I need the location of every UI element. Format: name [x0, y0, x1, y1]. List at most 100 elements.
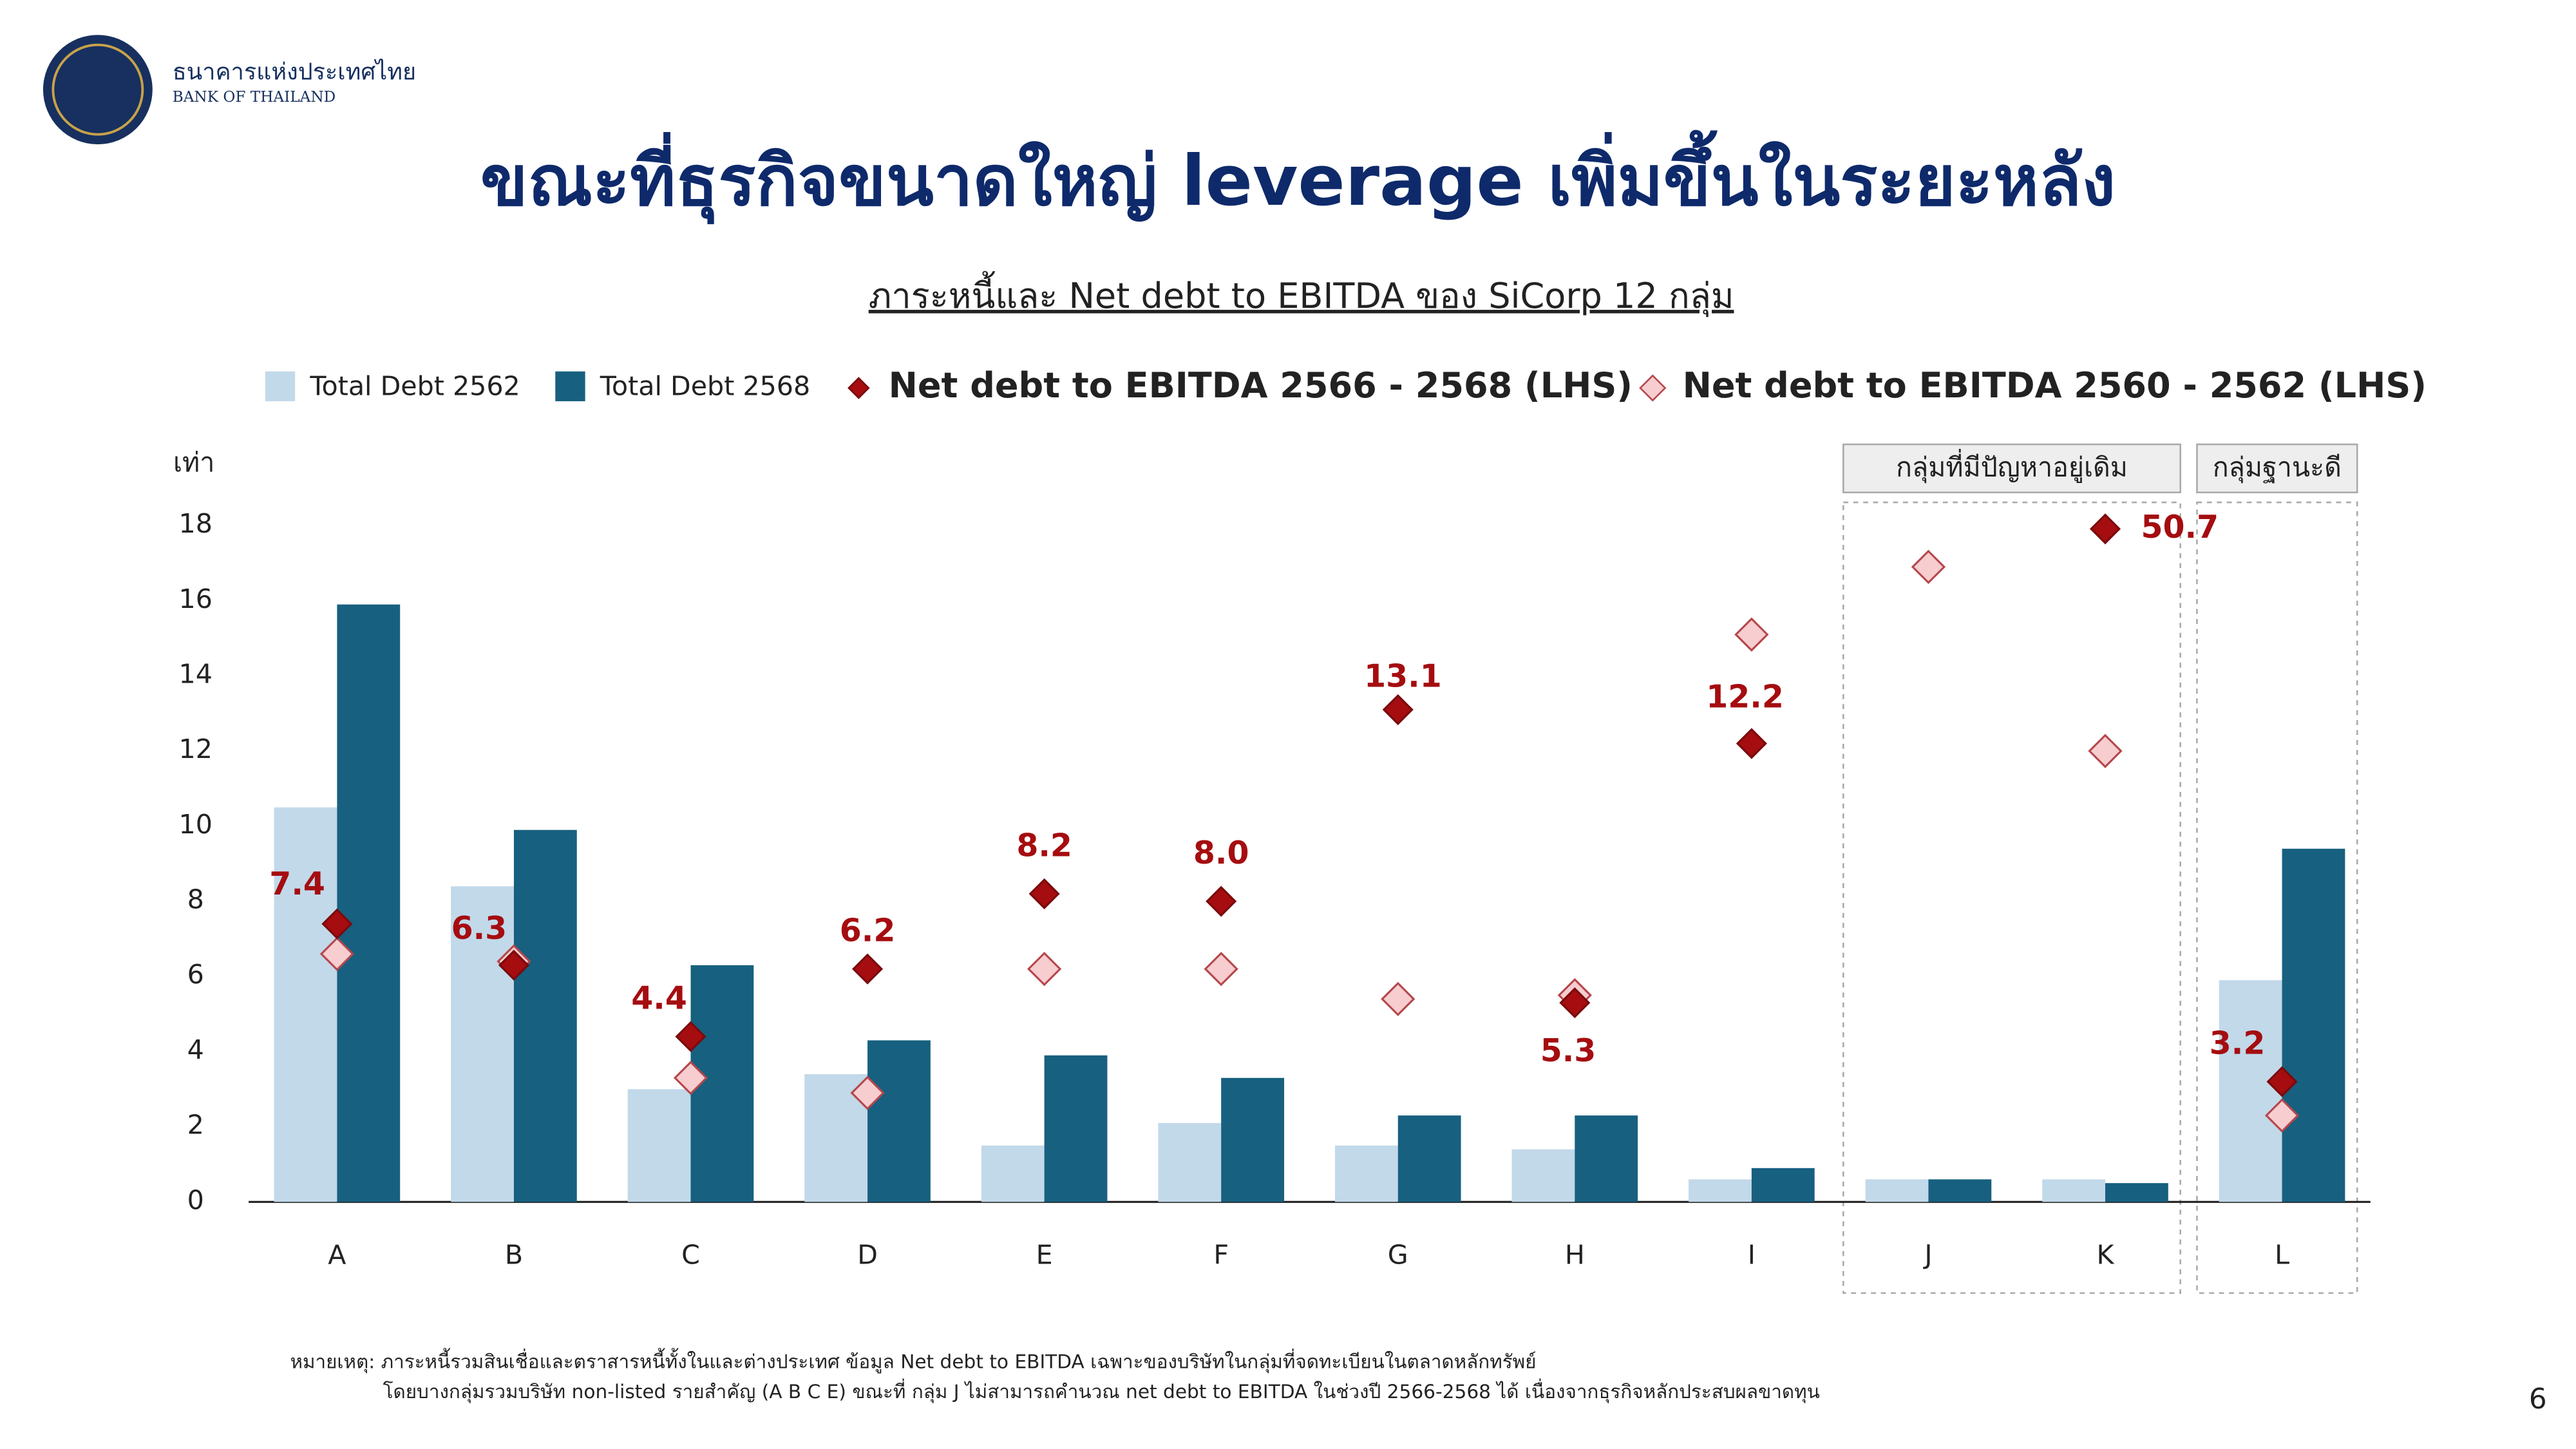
- marker: [675, 1021, 706, 1052]
- x-tick-label: F: [1213, 1239, 1229, 1270]
- y-tick-label: 2: [187, 1110, 204, 1141]
- marker: [2266, 1066, 2298, 1097]
- bar: [2219, 980, 2282, 1202]
- y-tick-label: 12: [179, 734, 213, 764]
- bar: [1334, 1145, 1398, 1202]
- value-label: 50.7: [2141, 509, 2219, 545]
- x-tick-label: L: [2275, 1239, 2289, 1270]
- bar: [867, 1040, 931, 1202]
- bar: [1511, 1149, 1575, 1202]
- x-tick-label: G: [1388, 1239, 1408, 1270]
- x-tick-label: B: [505, 1239, 523, 1270]
- y-tick-label: 10: [179, 809, 213, 840]
- marker: [1204, 951, 1238, 987]
- bar: [1928, 1179, 1992, 1202]
- marker: [1206, 886, 1237, 917]
- group-label-box: [1842, 443, 2181, 493]
- org-en: BANK OF THAILAND: [173, 89, 336, 106]
- marker: [673, 1061, 708, 1095]
- bar: [451, 886, 514, 1202]
- legend-swatch: [848, 377, 870, 399]
- marker: [1559, 987, 1591, 1019]
- bar: [1158, 1122, 1222, 1202]
- logo-ring: [52, 43, 144, 136]
- value-label: 13.1: [1364, 658, 1442, 695]
- y-tick-label: 18: [179, 508, 213, 539]
- bar: [2105, 1183, 2168, 1202]
- marker: [321, 908, 353, 940]
- slide-title: ขณะที่ธุรกิจขนาดใหญ่ leverage เพิ่มขึ้นใ…: [480, 129, 2116, 225]
- bar: [2042, 1179, 2105, 1202]
- legend-swatch: [555, 371, 585, 402]
- legend-swatch: [1639, 374, 1667, 402]
- bar: [1751, 1168, 1815, 1202]
- value-label: 12.2: [1706, 679, 1784, 715]
- bar: [981, 1145, 1045, 1202]
- group-box: [2196, 501, 2358, 1294]
- bar: [1689, 1179, 1752, 1202]
- y-tick-label: 4: [187, 1034, 204, 1065]
- bar: [627, 1089, 691, 1202]
- value-label: 3.2: [2210, 1025, 2266, 1061]
- y-tick-label: 8: [187, 884, 204, 915]
- bar: [1865, 1179, 1929, 1202]
- logo: [43, 35, 153, 145]
- y-axis-label: เท่า: [173, 447, 214, 478]
- marker: [2089, 513, 2121, 545]
- bar: [2282, 848, 2345, 1202]
- legend-swatch: [265, 371, 296, 402]
- marker: [1734, 617, 1769, 652]
- legend-label: Total Debt 2562: [309, 370, 520, 401]
- x-tick-label: A: [328, 1239, 346, 1270]
- bar: [513, 829, 577, 1202]
- y-tick-label: 14: [179, 658, 213, 689]
- marker: [1381, 981, 1416, 1016]
- value-label: 7.4: [269, 866, 325, 902]
- x-tick-label: I: [1748, 1239, 1756, 1270]
- value-label: 6.2: [840, 912, 896, 949]
- group-label-box: [2196, 443, 2358, 493]
- x-tick-label: J: [1922, 1239, 1932, 1270]
- value-label: 4.4: [631, 980, 687, 1016]
- marker: [1027, 951, 1062, 987]
- marker: [851, 953, 884, 985]
- note: หมายเหตุ: ภาระหนี้รวมสินเชื่อและตราสารหน…: [290, 1348, 1536, 1373]
- marker: [1736, 728, 1767, 759]
- marker: [1028, 878, 1060, 909]
- marker: [498, 949, 530, 981]
- legend-label: Total Debt 2568: [600, 370, 810, 401]
- bar: [337, 604, 401, 1202]
- note: โดยบางกลุ่มรวมบริษัท non-listed รายสำคัญ…: [383, 1378, 1820, 1403]
- legend-label: Net debt to EBITDA 2560 - 2562 (LHS): [1683, 365, 2427, 406]
- marker: [2264, 1098, 2300, 1133]
- x-tick-label: E: [1036, 1239, 1053, 1270]
- group-label: กลุ่มที่มีปัญหาอยู่เดิม: [1896, 449, 2128, 484]
- x-tick-label: C: [681, 1239, 700, 1270]
- org-th: ธนาคารแห่งประเทศไทย: [173, 58, 416, 85]
- chart-subtitle: ภาระหนี้และ Net debt to EBITDA ของ SiCor…: [869, 271, 1734, 317]
- x-tick-label: H: [1565, 1239, 1585, 1270]
- y-tick-label: 0: [187, 1184, 204, 1215]
- x-tick-label: D: [857, 1239, 878, 1270]
- group-label: กลุ่มฐานะดี: [2213, 452, 2342, 484]
- bar: [1575, 1115, 1638, 1202]
- marker: [2088, 734, 2123, 768]
- value-label: 8.0: [1193, 835, 1249, 871]
- marker: [850, 1075, 885, 1110]
- legend-label: Net debt to EBITDA 2566 - 2568 (LHS): [889, 365, 1633, 406]
- group-box: [1842, 501, 2181, 1294]
- marker: [1382, 694, 1414, 726]
- page-number: 6: [2529, 1383, 2547, 1416]
- bar: [1044, 1055, 1108, 1202]
- bar: [274, 807, 337, 1202]
- bar: [1221, 1077, 1284, 1202]
- marker: [1911, 549, 1946, 584]
- value-label: 8.2: [1016, 827, 1072, 864]
- x-tick-label: K: [2096, 1239, 2114, 1270]
- marker: [319, 936, 355, 971]
- bar: [1397, 1115, 1461, 1202]
- y-tick-label: 6: [187, 959, 204, 990]
- value-label: 6.3: [451, 910, 507, 947]
- value-label: 5.3: [1540, 1032, 1596, 1069]
